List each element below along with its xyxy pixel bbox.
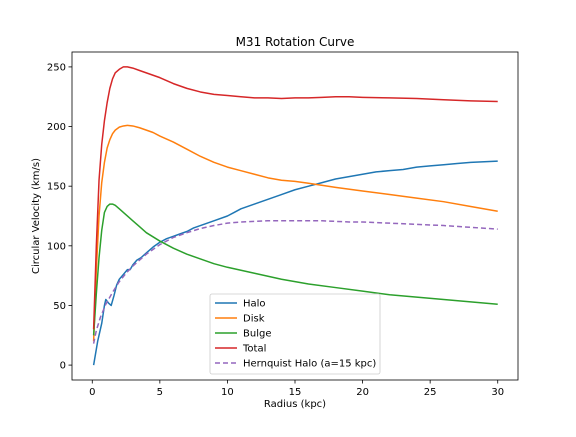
y-tick-label: 100	[47, 241, 66, 252]
legend-label-halo: Halo	[243, 299, 266, 310]
x-axis-ticks: 0 5 10 15 20 25 30	[89, 380, 504, 398]
series-line-hernquist-halo-a-15-kpc	[92, 220, 498, 344]
y-tick-label: 150	[47, 182, 66, 193]
series-line-total	[92, 66, 498, 330]
x-tick-label: 5	[157, 387, 163, 398]
legend: Halo Disk Bulge Total Hernquist Halo (a=…	[209, 293, 381, 375]
y-tick-label: 250	[47, 62, 66, 73]
y-tick-label: 50	[53, 301, 66, 312]
y-axis-label: Circular Velocity (km/s)	[31, 158, 42, 274]
legend-label-hernquist-halo: Hernquist Halo (a=15 kpc)	[243, 359, 376, 370]
legend-box	[209, 293, 381, 375]
x-axis-label: Radius (kpc)	[264, 399, 326, 410]
legend-label-total: Total	[242, 344, 266, 355]
series-line-halo	[92, 160, 498, 366]
legend-label-disk: Disk	[243, 314, 265, 325]
y-axis-ticks: 0 50 100 150 200 250	[47, 62, 72, 372]
x-tick-label: 20	[356, 387, 369, 398]
series-line-disk	[92, 124, 498, 342]
series-layer	[92, 66, 498, 366]
y-tick-label: 200	[47, 122, 66, 133]
x-tick-label: 30	[491, 387, 504, 398]
x-tick-label: 10	[221, 387, 234, 398]
legend-label-bulge: Bulge	[243, 329, 271, 340]
series-line-bulge	[92, 203, 498, 336]
x-tick-label: 15	[289, 387, 302, 398]
y-tick-label: 0	[60, 361, 66, 372]
x-tick-label: 25	[424, 387, 437, 398]
chart-title: M31 Rotation Curve	[236, 35, 355, 49]
x-tick-label: 0	[89, 387, 95, 398]
